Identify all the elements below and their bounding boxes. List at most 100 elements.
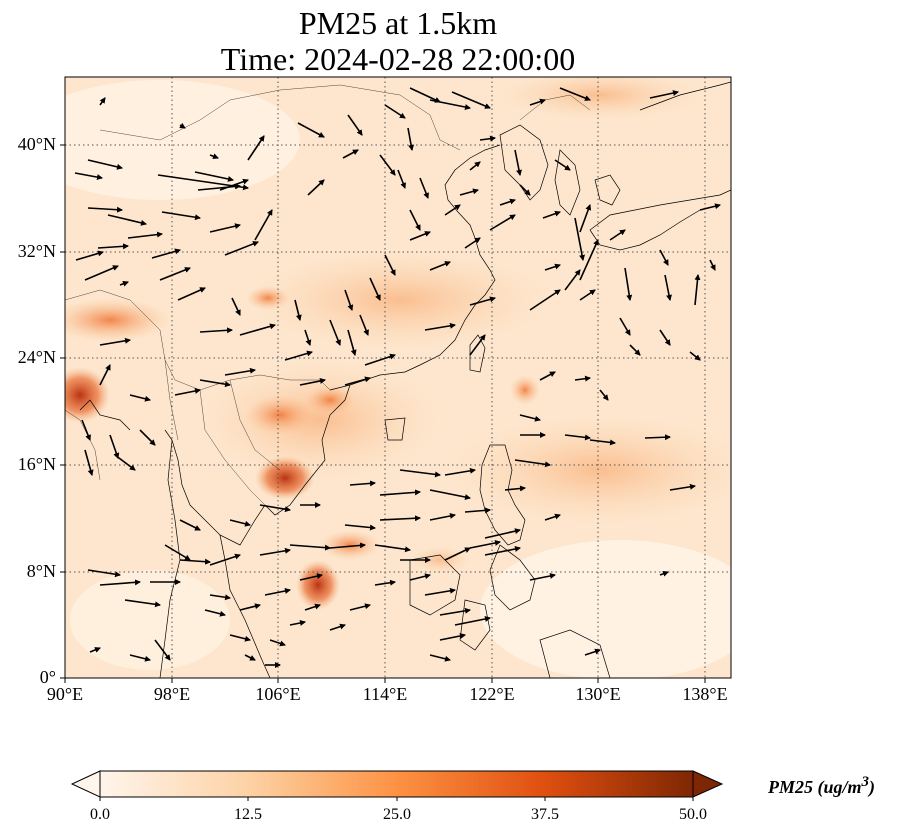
wind-vector xyxy=(197,183,241,191)
lat-label-24n: 24°N xyxy=(17,347,56,367)
wind-vector xyxy=(629,344,641,356)
wind-vector xyxy=(374,544,411,553)
wind-vector xyxy=(161,211,201,221)
colorbar-tick-50: 50.0 xyxy=(679,806,707,823)
wind-vector xyxy=(239,603,261,611)
wind-vector xyxy=(209,153,219,160)
wind-vector xyxy=(379,154,396,176)
wind-vector xyxy=(284,350,313,361)
wind-vector xyxy=(564,434,591,441)
wind-vector xyxy=(469,540,501,549)
wind-vector xyxy=(179,519,201,531)
wind-vector xyxy=(259,504,291,513)
wind-vector xyxy=(209,223,241,233)
wind-vector xyxy=(349,603,371,611)
wind-vector xyxy=(444,547,471,561)
wind-vector xyxy=(659,329,671,346)
wind-vector xyxy=(579,239,599,281)
wind-vector xyxy=(619,317,631,336)
wind-vector xyxy=(244,654,256,661)
wind-vector xyxy=(99,337,131,346)
wind-vector xyxy=(344,289,354,311)
wind-vector xyxy=(464,507,491,514)
map-frame xyxy=(64,76,732,679)
wind-vector xyxy=(219,178,249,191)
wind-vector xyxy=(75,250,104,261)
wind-vector xyxy=(649,90,679,99)
colorbar-tick-0: 0.0 xyxy=(90,806,110,823)
wind-vector xyxy=(484,528,521,539)
wind-vector xyxy=(164,544,191,561)
wind-vector xyxy=(289,620,306,626)
wind-vector xyxy=(329,623,346,631)
wind-vector xyxy=(259,547,291,556)
wind-vector xyxy=(87,569,121,578)
wind-vector xyxy=(344,376,371,386)
wind-vector xyxy=(444,204,461,216)
wind-vector xyxy=(409,209,421,231)
wind-vector xyxy=(479,135,496,142)
wind-vector xyxy=(464,237,481,249)
wind-vector xyxy=(364,353,396,366)
wind-vector xyxy=(119,280,129,287)
wind-vector xyxy=(359,314,369,336)
wind-vector xyxy=(307,179,325,196)
wind-vector xyxy=(129,654,151,662)
wind-vector xyxy=(139,429,156,446)
wind-vector xyxy=(87,206,123,213)
wind-vector xyxy=(542,210,561,219)
lon-label-114e: 114°E xyxy=(362,684,408,704)
wind-vector xyxy=(329,542,366,549)
wind-vector xyxy=(114,454,136,471)
wind-vector xyxy=(589,439,616,446)
wind-vector xyxy=(379,489,421,496)
wind-vector xyxy=(519,184,531,196)
wind-vector xyxy=(87,159,123,170)
lon-label-106e: 106°E xyxy=(255,684,301,704)
wind-vector xyxy=(499,198,516,206)
wind-vector xyxy=(299,378,326,386)
wind-vector xyxy=(379,515,421,522)
wind-vector xyxy=(669,483,696,491)
wind-vector xyxy=(179,558,211,565)
wind-vector xyxy=(429,654,451,662)
wind-vector xyxy=(289,544,331,551)
wind-vector xyxy=(579,204,592,233)
wind-vector xyxy=(124,599,161,608)
wind-vector xyxy=(409,231,431,241)
wind-vector xyxy=(199,379,231,388)
colorbar-tick-37-5: 37.5 xyxy=(531,806,559,823)
wind-vector xyxy=(574,217,586,261)
map-title-line2: Time: 2024-02-28 22:00:00 xyxy=(220,41,576,77)
wind-vector xyxy=(699,203,721,211)
lon-label-138e: 138°E xyxy=(682,684,728,704)
wind-vector xyxy=(269,639,286,647)
wind-vector xyxy=(81,419,91,441)
colorbar-label: PM25 (ug/m3) xyxy=(768,774,876,797)
wind-vector xyxy=(342,149,359,159)
wind-vector xyxy=(409,573,431,581)
wind-vector xyxy=(484,546,521,556)
wind-vector xyxy=(429,489,471,500)
wind-vector xyxy=(529,573,556,581)
wind-vector xyxy=(84,449,94,476)
wind-vector xyxy=(159,267,191,281)
wind-vector xyxy=(579,289,596,301)
wind-vector xyxy=(429,513,456,521)
wind-vector xyxy=(424,587,456,596)
wind-vector xyxy=(177,287,206,301)
wind-vector xyxy=(664,274,672,301)
lat-label-0: 0° xyxy=(39,667,56,687)
wind-vector xyxy=(89,647,101,653)
pm25-concentration-layer xyxy=(65,77,731,678)
wind-vector xyxy=(609,229,626,241)
lon-label-90e: 90°E xyxy=(46,684,84,704)
wind-vector xyxy=(584,648,601,656)
wind-vector xyxy=(349,480,376,487)
wind-vector xyxy=(559,87,591,101)
lat-label-8n: 8°N xyxy=(26,561,56,581)
axis-ticks xyxy=(60,144,706,683)
wind-vector xyxy=(514,149,522,176)
wind-vector xyxy=(469,161,481,171)
wind-vector xyxy=(239,323,276,336)
